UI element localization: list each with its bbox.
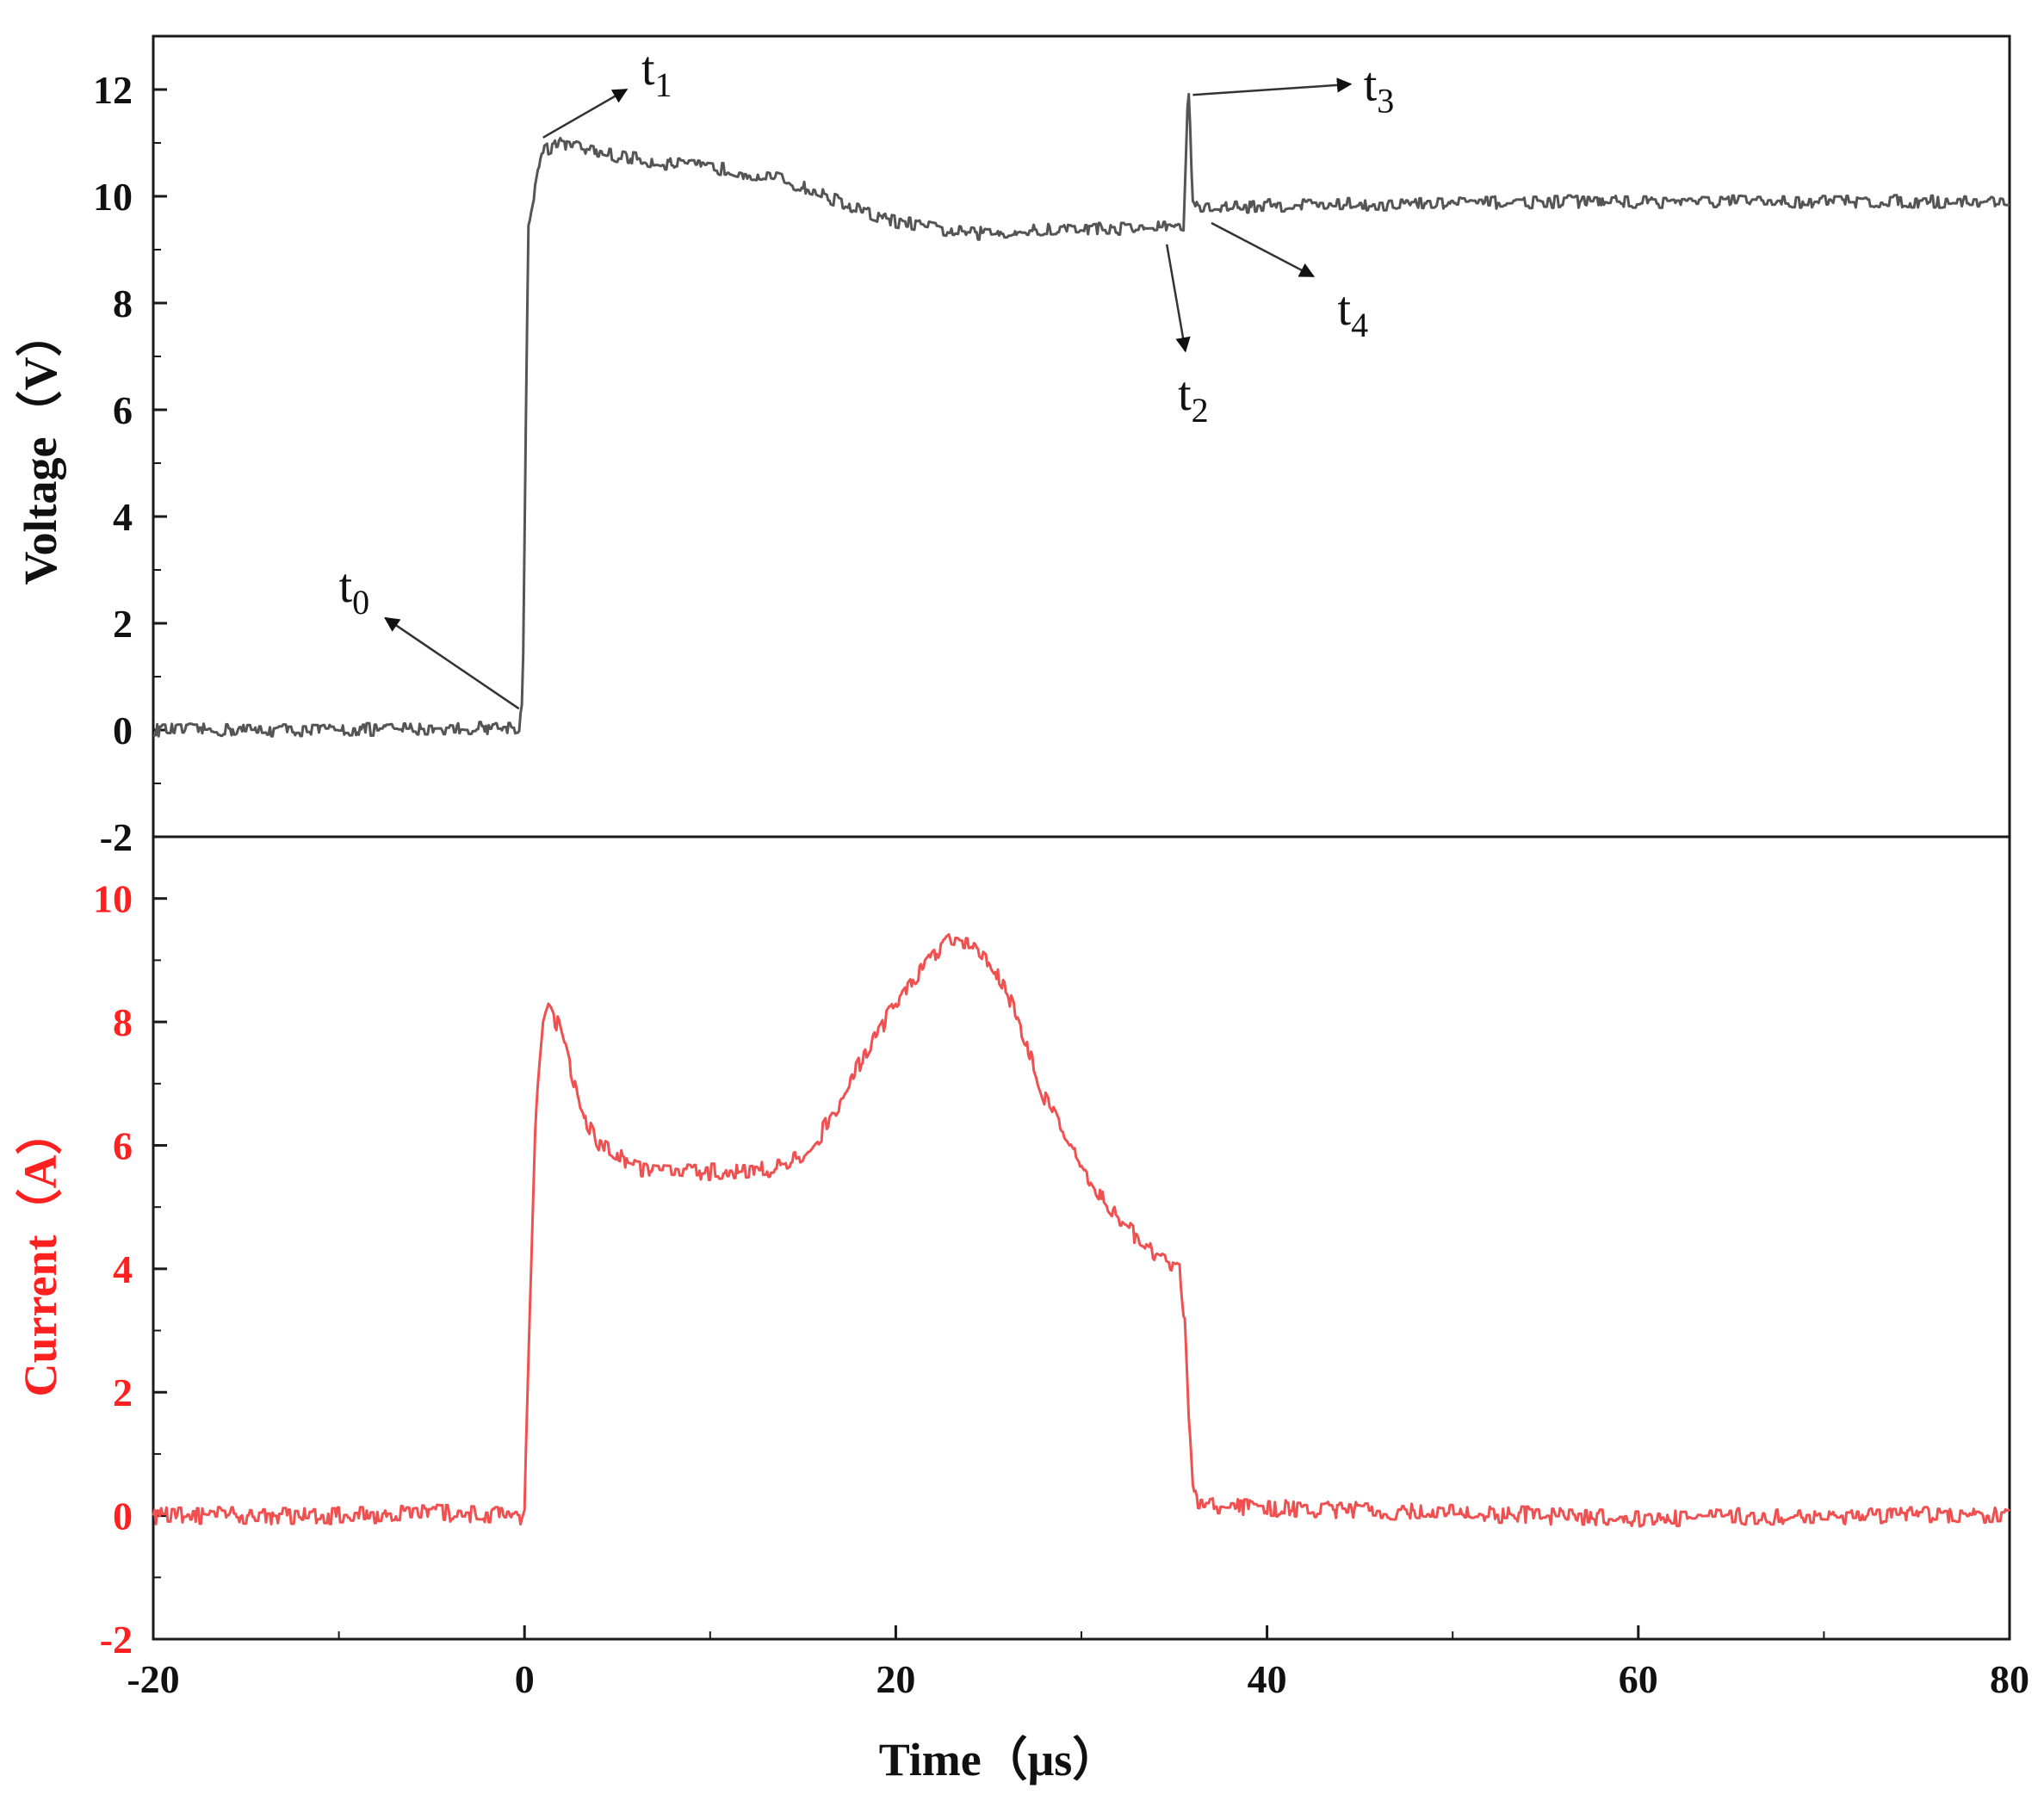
x-tick-label: 80	[1990, 1657, 2029, 1701]
y-tick-label: -2	[100, 815, 133, 859]
y-tick-label: 10	[93, 877, 133, 921]
bottom-y-axis: -2 0 2 4 6 8 10	[93, 877, 167, 1662]
x-tick-label: 0	[515, 1657, 535, 1701]
top-panel: -2 0 2 4 6 8 10 12 t0 t1 t2 t3 t4 Voltage（V）	[15, 34, 2011, 859]
y-tick-label: 10	[93, 175, 133, 219]
annotation-label: t1	[641, 42, 672, 104]
y-tick-label: 8	[113, 1000, 133, 1044]
y-tick-label: 0	[113, 1494, 133, 1538]
x-tick-label: 60	[1619, 1657, 1658, 1701]
annotation-arrow	[1165, 244, 1191, 353]
top-y-axis: -2 0 2 4 6 8 10 12	[93, 68, 167, 859]
x-tick-label: -20	[127, 1657, 179, 1701]
voltage-axis-title: Voltage（V）	[15, 311, 66, 585]
y-tick-label: -2	[100, 1618, 133, 1662]
y-tick-label: 2	[113, 1371, 133, 1414]
annotation-arrow	[542, 88, 629, 139]
y-tick-label: 12	[93, 68, 133, 112]
annotation-label: t4	[1338, 282, 1369, 344]
voltage-series-line	[153, 92, 2010, 738]
top-plot-frame	[152, 34, 2011, 839]
current-axis-title: Current（A）	[15, 1109, 66, 1397]
y-tick-label: 0	[113, 709, 133, 752]
y-tick-label: 2	[113, 602, 133, 646]
x-tick-label: 40	[1248, 1657, 1287, 1701]
y-tick-label: 6	[113, 1123, 133, 1167]
annotation-arrow	[1192, 77, 1353, 96]
y-tick-label: 6	[113, 388, 133, 432]
y-tick-label: 4	[113, 495, 133, 539]
annotation-arrow	[384, 616, 520, 710]
current-series-line	[152, 933, 2011, 1528]
y-tick-label: 4	[113, 1247, 133, 1291]
annotations: t0 t1 t2 t3 t4	[339, 42, 1395, 710]
x-axis: -20 0 20 40 60 80	[127, 1625, 2029, 1701]
annotation-arrow	[1211, 221, 1316, 278]
annotation-label: t3	[1364, 58, 1395, 120]
time-axis-title: Time（μs）	[879, 1734, 1119, 1785]
annotation-label: t0	[339, 560, 370, 622]
x-tick-label: 20	[876, 1657, 915, 1701]
y-tick-label: 8	[113, 282, 133, 325]
annotation-label: t2	[1178, 368, 1209, 430]
